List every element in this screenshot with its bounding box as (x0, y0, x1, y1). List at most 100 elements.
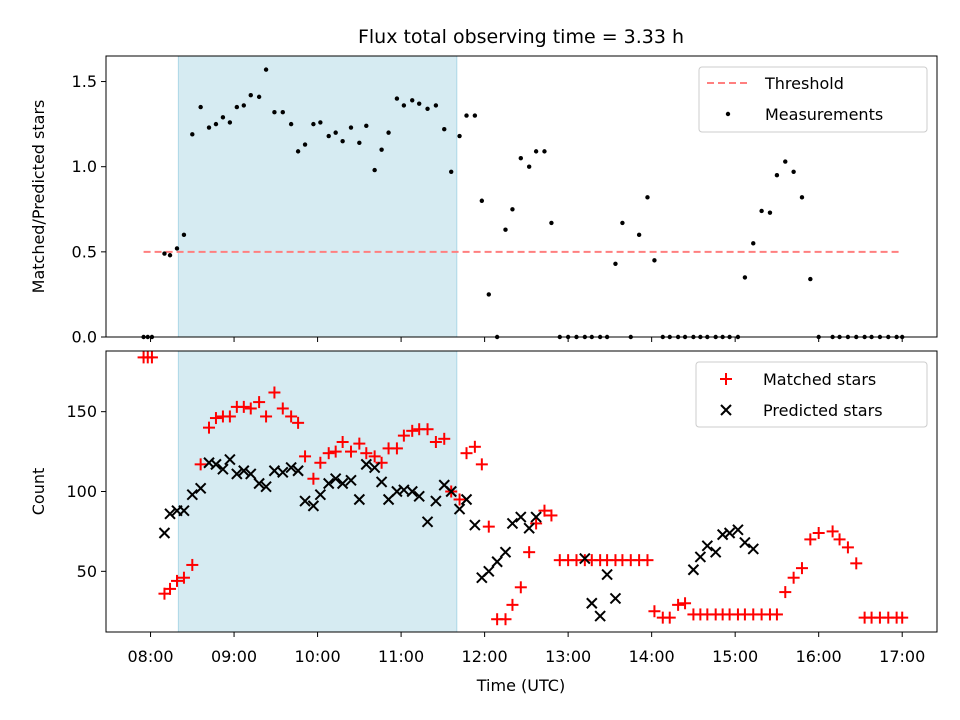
predicted-star-point (747, 543, 759, 555)
matched-star-point (194, 458, 207, 471)
x-tick-label: 17:00 (879, 647, 925, 666)
matched-star-point (177, 571, 190, 584)
measurement-point (410, 98, 415, 103)
matched-star-point (244, 402, 257, 415)
measurement-point (526, 164, 532, 169)
measurement-point (510, 207, 515, 212)
matched-star-point (223, 410, 236, 423)
matched-star-point (186, 558, 199, 571)
measurement-point (167, 253, 173, 258)
predicted-star-point (277, 466, 289, 479)
matched-star-point (523, 546, 536, 559)
measurement-point (533, 149, 539, 154)
matched-star-point (812, 527, 825, 540)
predicted-star-point (709, 546, 722, 558)
y-tick-label: 1.0 (72, 157, 97, 176)
predicted-star-point (360, 458, 373, 471)
predicted-star-point (445, 485, 457, 498)
predicted-star-point (491, 556, 503, 568)
matched-star-point (406, 424, 419, 437)
measurement-point (425, 106, 430, 111)
predicted-star-point (292, 465, 304, 477)
predicted-star-point (609, 592, 622, 605)
measurement-point (442, 127, 447, 132)
measurement-point (162, 251, 167, 256)
predicted-star-point (245, 468, 257, 480)
ratio-y-ticks: 0.0 0.5 1.0 1.5 (72, 72, 106, 347)
predicted-star-point (406, 485, 418, 498)
x-tick-label: 14:00 (629, 647, 675, 666)
count-y-ticks: 50 100 150 (66, 402, 106, 581)
count-x-ticks: 08:00 09:00 10:00 11:00 12:00 13:00 14:00 15:00… (127, 632, 925, 666)
measurement-point (759, 208, 764, 214)
measurement-point (472, 113, 478, 118)
measurement-point (248, 92, 253, 98)
predicted-star-point (231, 468, 243, 480)
chart-title: Flux total observing time = 3.33 h (358, 26, 684, 48)
matched-star-point (826, 525, 839, 538)
matched-star-point (292, 416, 305, 429)
measurement-point (457, 133, 462, 139)
measurement-point (326, 133, 331, 139)
measurement-point (416, 101, 422, 106)
predicted-star-point (368, 461, 381, 474)
measurement-point (241, 103, 247, 108)
ratio-x-ticks (150, 337, 903, 342)
measurement-point (394, 96, 400, 101)
count-legend: Matched stars Predicted stars (695, 361, 928, 428)
matched-star-point (453, 493, 466, 506)
matched-star-point (268, 386, 281, 399)
predicted-star-point (329, 473, 342, 485)
measurement-point (213, 121, 219, 127)
observing-window-highlight (177, 55, 458, 338)
predicted-star-point (375, 476, 388, 488)
matched-star-point (344, 445, 357, 458)
matched-star-point (336, 436, 349, 449)
matched-star-point (397, 429, 410, 442)
matched-star-point (438, 432, 451, 445)
legend-predicted-label: Predicted stars (763, 401, 883, 420)
matched-star-point (164, 582, 177, 595)
matched-star-point (260, 410, 273, 423)
ratio-legend: Threshold Measurements (698, 66, 928, 133)
measurement-point (783, 159, 788, 164)
measurement-point (652, 258, 657, 263)
predicted-star-point (299, 495, 311, 507)
predicted-star-point (716, 528, 729, 541)
matched-star-points (137, 351, 909, 626)
matched-star-point (314, 456, 327, 469)
matched-star-point (368, 450, 381, 463)
predicted-star-point (323, 477, 335, 490)
predicted-star-points (158, 453, 759, 622)
x-tick-label: 13:00 (545, 647, 591, 666)
matched-star-point (170, 574, 183, 587)
measurement-point (340, 138, 345, 144)
measurement-point (742, 275, 748, 280)
measurement-point (379, 147, 384, 152)
measurement-point (174, 246, 180, 251)
measurement-point (645, 195, 650, 200)
predicted-star-point (739, 536, 751, 549)
matched-star-point (145, 351, 158, 364)
matched-star-point (795, 562, 808, 575)
matched-star-point (648, 605, 661, 618)
measurement-point (318, 120, 323, 125)
measurement-point (542, 149, 547, 154)
predicted-star-point (224, 453, 236, 466)
matched-star-point (276, 402, 289, 415)
predicted-star-point (336, 477, 349, 490)
matched-star-point (360, 447, 373, 460)
x-tick-label: 10:00 (295, 647, 341, 666)
predicted-star-point (506, 517, 519, 530)
measurement-point (333, 130, 338, 135)
count-panel: 50 100 150 08:00 09:00 10:00 11:00 12:00 13:00 1… (29, 350, 938, 695)
measurement-point (751, 241, 756, 246)
matched-star-point (482, 520, 495, 533)
predicted-star-point (353, 493, 366, 506)
measurement-point (263, 67, 269, 72)
matched-star-point (787, 571, 800, 584)
measurement-point (227, 120, 233, 125)
predicted-star-point (530, 511, 542, 523)
measurement-point (401, 103, 407, 108)
ratio-panel-frame (105, 55, 938, 338)
